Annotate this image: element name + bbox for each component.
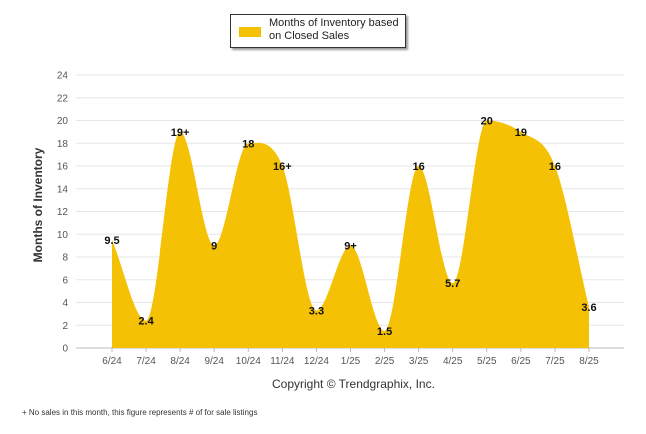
y-axis-label: Months of Inventory (31, 147, 45, 262)
data-label: 3.3 (309, 305, 324, 317)
x-tick-label: 7/25 (545, 356, 565, 367)
x-tick-label: 11/24 (270, 356, 295, 367)
y-tick-label: 14 (57, 184, 69, 195)
y-tick-label: 12 (57, 207, 69, 218)
y-tick-label: 8 (62, 253, 68, 264)
legend: Months of Inventory based on Closed Sale… (230, 14, 406, 48)
data-label: 16 (413, 161, 425, 173)
footnote-text: + No sales in this month, this figure re… (22, 408, 258, 417)
x-tick-label: 8/25 (579, 356, 599, 367)
data-label: 9+ (344, 241, 357, 253)
x-tick-label: 6/24 (102, 356, 122, 367)
data-label: 19+ (171, 127, 190, 139)
data-label: 20 (481, 116, 493, 128)
data-label: 5.7 (445, 278, 460, 290)
copyright-text: Copyright © Trendgraphix, Inc. (272, 377, 435, 391)
y-tick-label: 2 (62, 321, 68, 332)
x-tick-label: 10/24 (236, 356, 261, 367)
legend-label: Months of Inventory based on Closed Sale… (269, 17, 399, 42)
y-tick-label: 24 (57, 71, 69, 82)
x-tick-label: 6/25 (511, 356, 531, 367)
x-tick-label: 3/25 (409, 356, 429, 367)
y-tick-label: 6 (62, 275, 68, 286)
x-tick-label: 7/24 (136, 356, 156, 367)
y-tick-label: 0 (62, 344, 68, 355)
y-tick-label: 18 (57, 139, 69, 150)
data-label: 19 (515, 127, 527, 139)
data-label: 18 (242, 138, 254, 150)
data-labels: 9.5 2.4 19+ 9 18 16+ 3.3 9+ 1.5 16 5.7 20 19 16 3.6 (104, 116, 596, 338)
legend-swatch (239, 27, 261, 37)
data-label: 16+ (273, 161, 292, 173)
x-tick-label: 8/24 (170, 356, 190, 367)
x-axis-ticks: 6/24 7/24 8/24 9/24 10/24 11/24 12/24 1/25 2/25 3… (102, 356, 599, 367)
y-tick-label: 16 (57, 162, 69, 173)
y-tick-label: 22 (57, 93, 69, 104)
y-tick-label: 4 (62, 298, 68, 309)
x-tick-label: 12/24 (304, 356, 329, 367)
x-tick-label: 1/25 (341, 356, 361, 367)
data-label: 9.5 (104, 235, 119, 247)
x-tick-label: 9/24 (204, 356, 224, 367)
y-tick-label: 10 (57, 230, 69, 241)
data-label: 9 (211, 241, 217, 253)
area-series (112, 120, 589, 348)
data-label: 16 (549, 161, 561, 173)
data-label: 3.6 (581, 302, 596, 314)
x-tick-label: 4/25 (443, 356, 463, 367)
y-tick-label: 20 (57, 116, 69, 127)
data-label: 1.5 (377, 326, 392, 338)
data-label: 2.4 (138, 316, 154, 328)
x-tick-label: 2/25 (375, 356, 395, 367)
x-tick-label: 5/25 (477, 356, 497, 367)
